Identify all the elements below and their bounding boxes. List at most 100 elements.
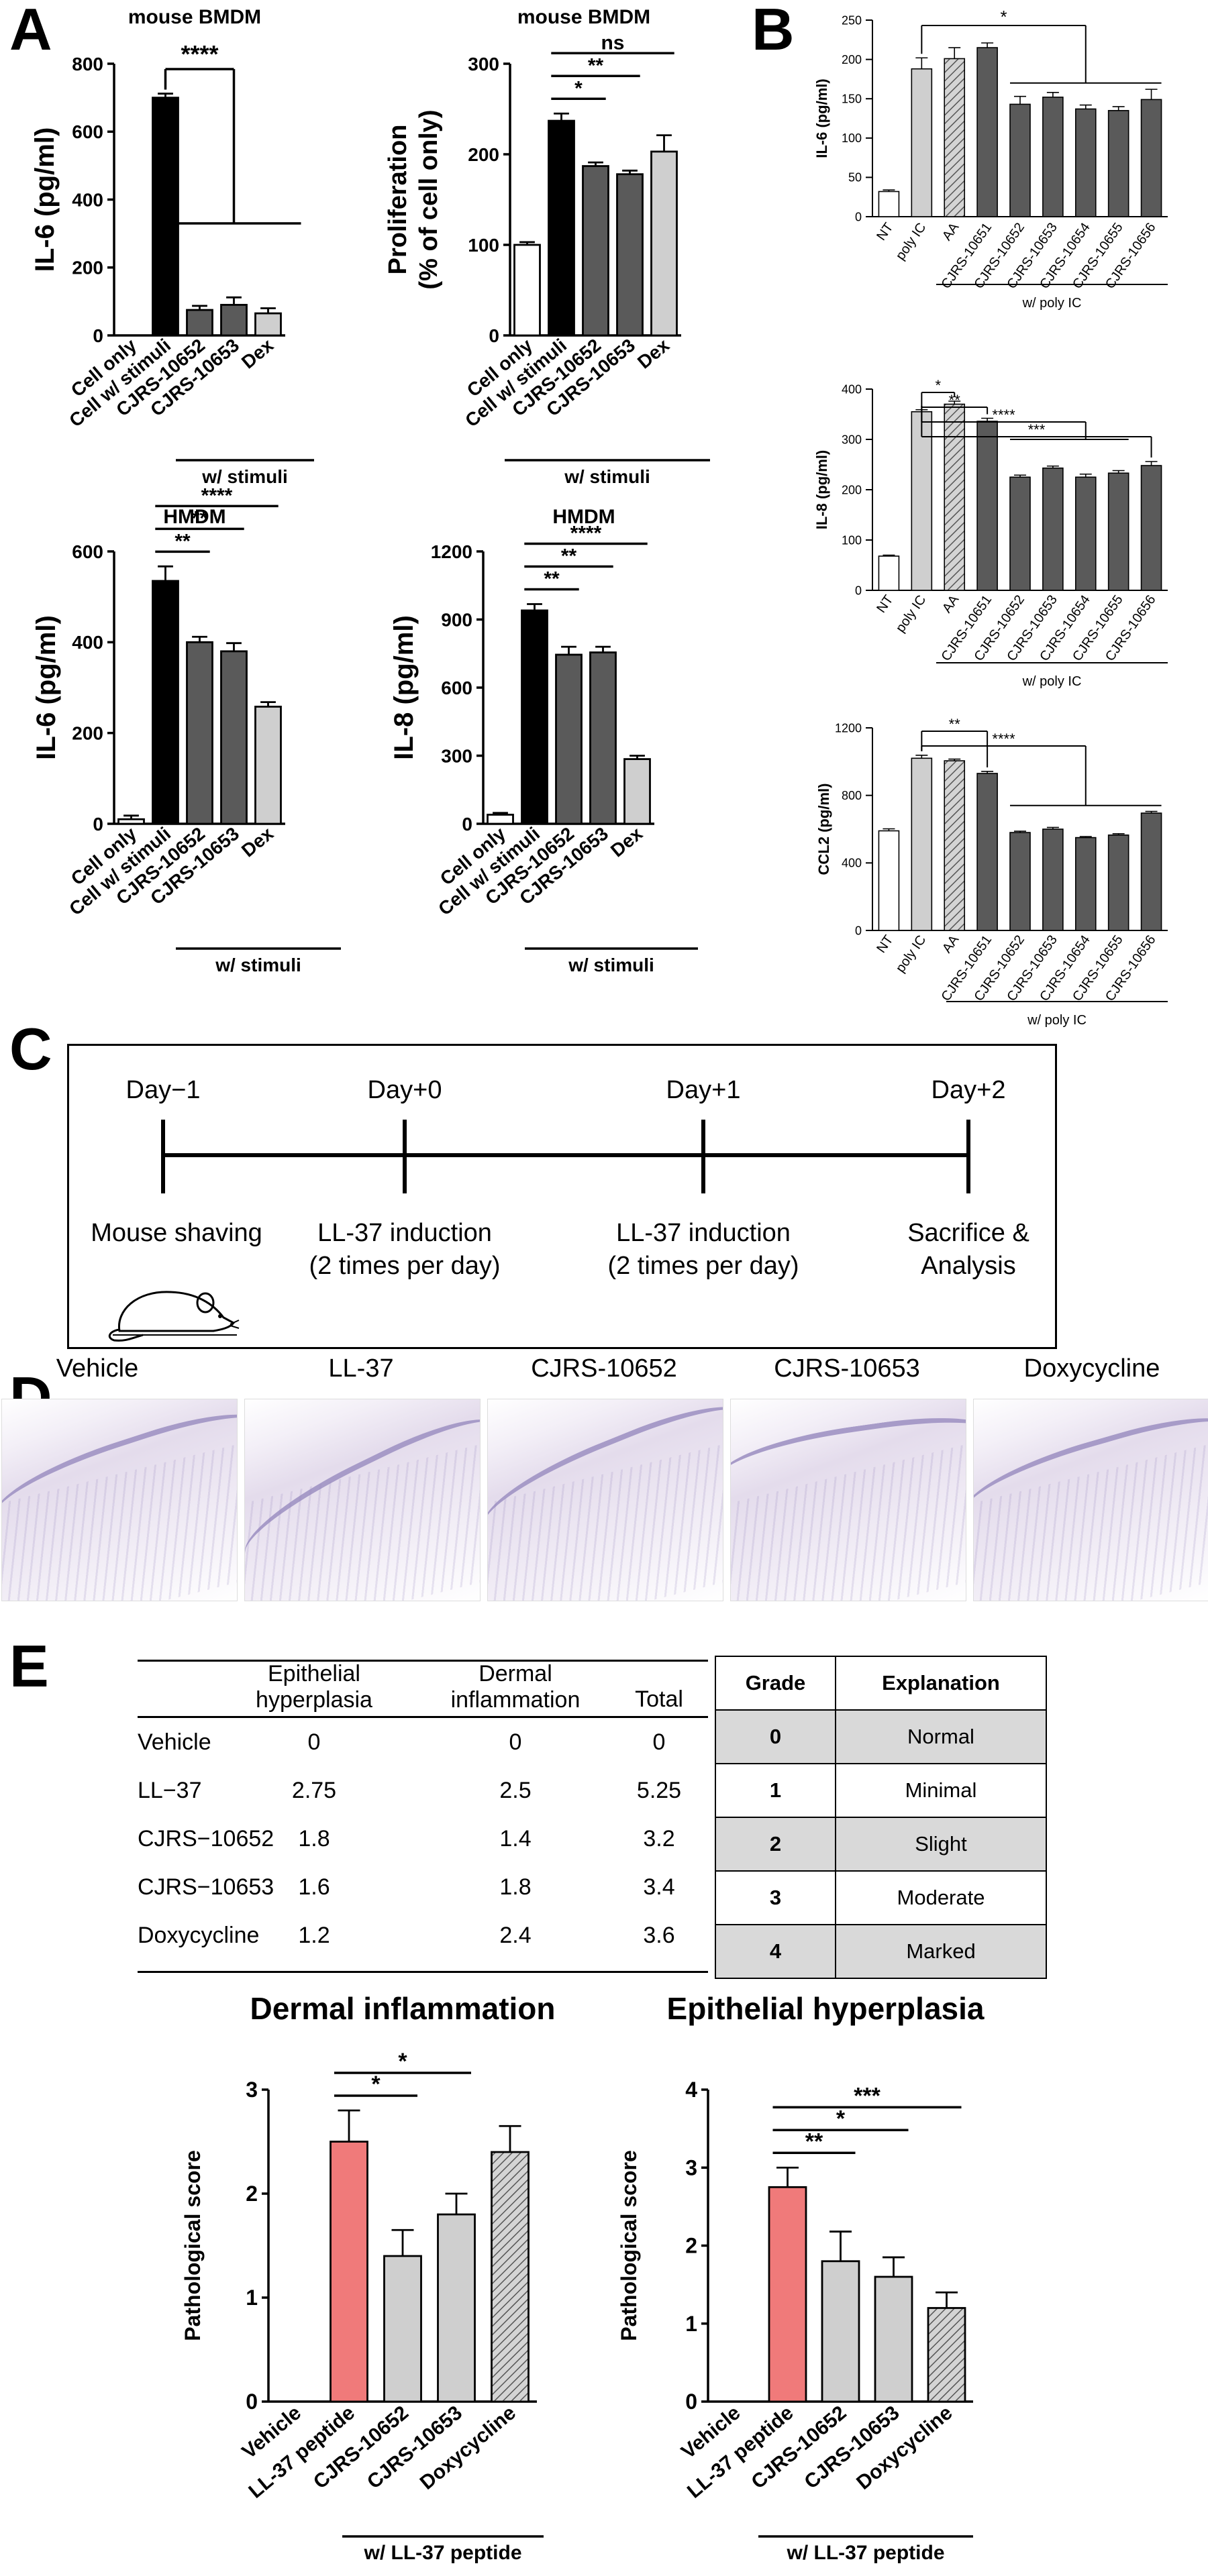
category-label: AA bbox=[940, 932, 962, 956]
score-row-label: Doxycycline bbox=[138, 1923, 260, 1948]
category-label: poly IC bbox=[893, 220, 929, 263]
grade-value: 4 bbox=[715, 1924, 836, 1979]
bar bbox=[878, 555, 900, 591]
y-tick-label: 400 bbox=[842, 382, 862, 396]
bar bbox=[589, 651, 617, 825]
y-tick-label: 800 bbox=[842, 789, 862, 802]
bar bbox=[821, 2260, 860, 2403]
histology-image-vehicle bbox=[1, 1399, 238, 1601]
y-tick-label: 1 bbox=[246, 2286, 258, 2310]
score-cell: 3.4 bbox=[643, 1874, 675, 1900]
y-tick-label: 100 bbox=[468, 235, 499, 256]
y-tick-label: 300 bbox=[842, 433, 862, 446]
bar bbox=[927, 2307, 966, 2403]
y-tick-label: 400 bbox=[72, 189, 103, 210]
bar bbox=[186, 309, 213, 337]
group-label: w/ poly IC bbox=[1022, 296, 1082, 311]
timeline-day-0: Day−1 bbox=[125, 1076, 201, 1104]
grade-explanation: Minimal bbox=[835, 1763, 1047, 1818]
y-tick-label: 600 bbox=[72, 121, 103, 142]
timeline-event-2: LL-37 induction (2 times per day) bbox=[607, 1219, 799, 1281]
bar bbox=[330, 2141, 368, 2403]
timeline-axis bbox=[163, 1153, 968, 1157]
bar bbox=[944, 760, 966, 931]
bar bbox=[487, 814, 514, 825]
timeline-tick-2 bbox=[701, 1120, 705, 1193]
y-tick-label: 0 bbox=[855, 584, 862, 597]
timeline-day-3: Day+2 bbox=[931, 1076, 1006, 1104]
y-tick-label: 0 bbox=[685, 2390, 697, 2414]
y-tick-label: 0 bbox=[855, 924, 862, 937]
y-tick-label: 50 bbox=[848, 171, 862, 184]
grade-explanation: Marked bbox=[835, 1924, 1047, 1979]
score-cell: 5.25 bbox=[636, 1778, 682, 1803]
y-tick-label: 200 bbox=[72, 258, 103, 278]
y-tick-label: 300 bbox=[441, 745, 472, 766]
y-tick-label: 0 bbox=[93, 325, 103, 346]
timeline-event-0: Mouse shaving bbox=[91, 1219, 262, 1247]
y-axis-label: Pathological score bbox=[617, 2150, 641, 2341]
y-tick-label: 3 bbox=[246, 2078, 258, 2102]
bar bbox=[911, 411, 933, 591]
grade-explanation: Normal bbox=[835, 1709, 1047, 1764]
y-axis-label: IL-6 (pg/ml) bbox=[813, 78, 830, 158]
y-axis-label: Pathological score bbox=[181, 2150, 205, 2341]
y-tick-label: 0 bbox=[93, 814, 103, 835]
y-axis-label: IL-6 (pg/ml) bbox=[30, 127, 60, 272]
y-tick-label: 1200 bbox=[431, 541, 472, 562]
score-cell: 0 bbox=[509, 1729, 522, 1755]
sig-label: **** bbox=[992, 731, 1015, 747]
y-tick-label: 2 bbox=[685, 2234, 697, 2258]
chart-title: Epithelial hyperplasia bbox=[667, 1991, 985, 2026]
bar bbox=[117, 818, 145, 825]
score-header-epithelial: Epithelial hyperplasia bbox=[256, 1661, 372, 1713]
bar bbox=[220, 650, 248, 825]
group-label: w/ LL-37 peptide bbox=[786, 2542, 944, 2564]
y-axis-label: Proliferation bbox=[384, 125, 412, 275]
score-cell: 2.5 bbox=[499, 1778, 532, 1803]
bar bbox=[768, 2186, 807, 2403]
timeline-tick-3 bbox=[966, 1120, 970, 1193]
category-label: AA bbox=[940, 592, 962, 616]
category-label: Dex bbox=[238, 335, 278, 373]
group-label: w/ stimuli bbox=[215, 955, 301, 975]
sig-label: ** bbox=[174, 530, 191, 552]
sig-label: ** bbox=[949, 392, 961, 409]
bar bbox=[152, 580, 179, 825]
category-label: AA bbox=[940, 220, 962, 244]
chart-title: mouse BMDM bbox=[517, 6, 650, 28]
sig-label: * bbox=[1000, 7, 1007, 27]
timeline-event-1: LL-37 induction (2 times per day) bbox=[309, 1219, 501, 1281]
y-tick-label: 400 bbox=[72, 632, 103, 653]
category-label: NT bbox=[874, 932, 896, 955]
grade-explanation: Slight bbox=[835, 1817, 1047, 1872]
bar bbox=[976, 421, 998, 591]
bar bbox=[1009, 103, 1031, 217]
group-label: w/ LL-37 peptide bbox=[363, 2542, 521, 2564]
group-label: w/ stimuli bbox=[201, 466, 288, 487]
y-tick-label: 3 bbox=[685, 2155, 697, 2180]
bar bbox=[976, 47, 998, 217]
y-tick-label: 100 bbox=[842, 533, 862, 547]
bar bbox=[1107, 472, 1129, 591]
bar bbox=[874, 2275, 913, 2403]
score-cell: 3.6 bbox=[643, 1923, 675, 1948]
bar bbox=[878, 830, 900, 931]
score-cell: 1.8 bbox=[499, 1874, 532, 1900]
grade-row: 0 Normal bbox=[715, 1709, 1047, 1764]
timeline-box: Day−1 Day+0 Day+1 Day+2 Mouse shaving LL… bbox=[67, 1044, 1057, 1349]
sig-label: ** bbox=[805, 2129, 823, 2154]
y-tick-label: 600 bbox=[72, 541, 103, 562]
bar bbox=[976, 773, 998, 931]
bar bbox=[220, 304, 248, 337]
chart-title: HMDM bbox=[163, 506, 225, 528]
sig-label: *** bbox=[1028, 421, 1046, 438]
sig-label: * bbox=[935, 377, 941, 394]
y-axis-label: IL-8 (pg/ml) bbox=[813, 450, 830, 530]
y-tick-label: 250 bbox=[842, 13, 862, 27]
sig-label: ns bbox=[601, 32, 624, 54]
bar bbox=[1074, 837, 1097, 931]
score-header-dermal: Dermal inflammation bbox=[450, 1661, 581, 1713]
score-cell: 3.2 bbox=[643, 1826, 675, 1851]
bar bbox=[521, 609, 548, 825]
